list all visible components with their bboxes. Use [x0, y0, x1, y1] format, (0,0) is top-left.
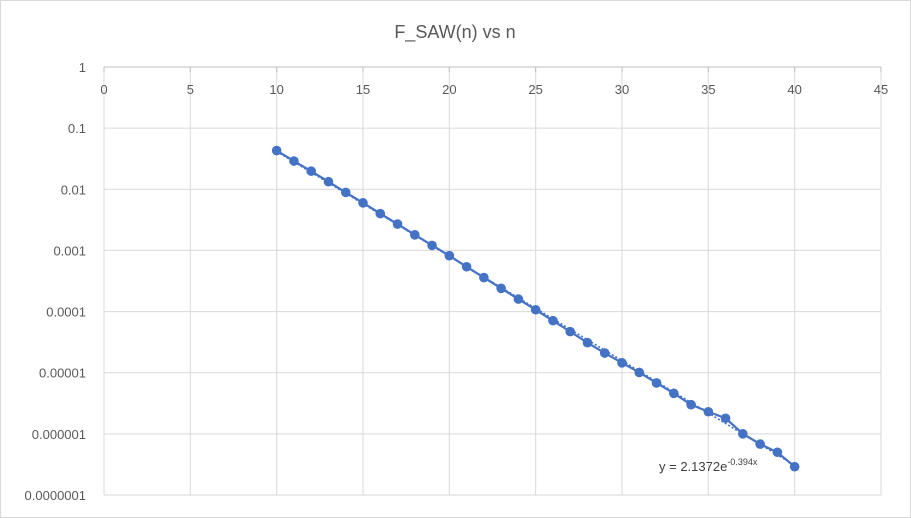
- data-point: [444, 250, 455, 261]
- data-point: [686, 399, 696, 410]
- x-tick-label: 5: [187, 82, 194, 97]
- data-point: [323, 176, 334, 187]
- y-tick-label: 1: [79, 60, 86, 75]
- data-point: [582, 337, 593, 348]
- data-point: [669, 388, 679, 399]
- data-point: [755, 439, 765, 449]
- x-tick-label: 30: [615, 82, 629, 97]
- data-point: [789, 461, 800, 472]
- x-tick-label: 10: [269, 82, 283, 97]
- y-tick-label: 0.00001: [39, 366, 86, 381]
- x-tick-label: 20: [442, 82, 456, 97]
- chart-title: F_SAW(n) vs n: [394, 22, 515, 43]
- data-point: [703, 406, 714, 417]
- axes: 0 5 10 15 20 25 30 35 40 45 1 0.1 0.01 0.001 0.0001 0.0…: [25, 60, 889, 503]
- y-tick-label: 0.1: [68, 121, 86, 136]
- trendline-equation-label: y = 2.1372e-0.394x: [659, 457, 758, 474]
- data-point: [599, 348, 610, 358]
- data-point: [565, 326, 575, 337]
- trendline-equation: y = 2.1372e-0.394x: [659, 457, 758, 474]
- data-point: [720, 413, 731, 424]
- data-point: [375, 208, 386, 219]
- data-point: [410, 230, 420, 240]
- data-point: [289, 156, 299, 166]
- y-tick-label: 0.000001: [32, 427, 86, 442]
- x-tick-label: 40: [787, 82, 801, 97]
- grid-lines: [103, 66, 882, 496]
- data-series: [271, 145, 800, 472]
- data-point: [392, 219, 403, 229]
- data-point: [271, 145, 282, 156]
- x-tick-label: 0: [100, 82, 107, 97]
- data-point: [306, 166, 317, 176]
- data-point: [340, 187, 351, 198]
- x-tick-label: 15: [356, 82, 370, 97]
- data-point: [548, 315, 558, 326]
- data-point: [358, 198, 368, 208]
- data-point: [513, 294, 524, 304]
- y-tick-label: 0.0001: [46, 305, 86, 320]
- data-point: [651, 378, 662, 388]
- x-tick-label: 35: [701, 82, 715, 97]
- data-point: [461, 261, 472, 272]
- y-tick-label: 0.01: [61, 182, 86, 197]
- data-point: [772, 447, 783, 458]
- data-point: [427, 240, 437, 251]
- data-point: [496, 283, 506, 294]
- y-tick-label: 0.0000001: [25, 488, 86, 503]
- x-tick-label: 45: [874, 82, 888, 97]
- data-point: [634, 367, 645, 378]
- data-point: [530, 304, 541, 315]
- data-point: [617, 358, 627, 368]
- x-tick-label: 25: [528, 82, 542, 97]
- data-point: [479, 272, 489, 283]
- data-point: [738, 429, 748, 439]
- y-tick-label: 0.001: [53, 243, 86, 258]
